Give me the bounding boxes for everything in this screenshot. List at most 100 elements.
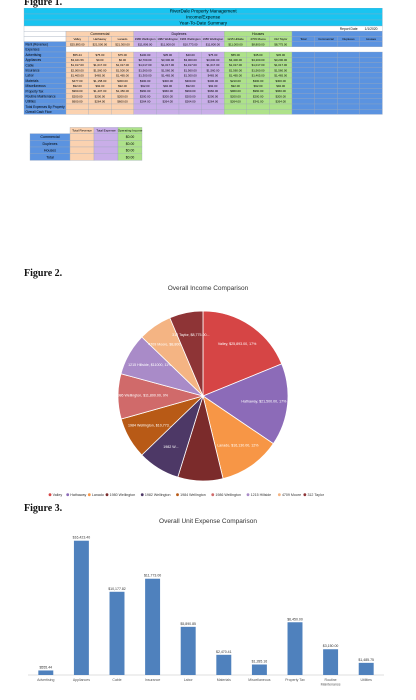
expense-row-value: $960.00 bbox=[72, 89, 83, 93]
legend-entry: 1982 Wellington bbox=[145, 493, 171, 497]
expense-row-value: $600.00 bbox=[72, 100, 83, 104]
summary-income-value: $0.00 bbox=[126, 142, 135, 146]
legend-marker bbox=[48, 493, 52, 497]
expense-row-cell bbox=[337, 62, 360, 68]
x-tick-label: Utilities bbox=[361, 678, 373, 682]
expense-row-value: $100.00 bbox=[140, 53, 151, 57]
expense-row-cell bbox=[291, 83, 315, 89]
bar bbox=[358, 662, 374, 675]
figure-1-label: Figure 1. bbox=[24, 0, 63, 8]
expense-row-value: $1,300.00 bbox=[184, 74, 197, 78]
expense-row-cell bbox=[337, 72, 360, 79]
column-header-label: Hathaway bbox=[93, 37, 106, 41]
expense-row-value: $1,017.00 bbox=[71, 63, 84, 67]
bar bbox=[109, 591, 125, 675]
expense-row-value: $92.00 bbox=[208, 84, 217, 88]
expense-row-cell bbox=[314, 98, 338, 105]
total-expense-row-cell bbox=[156, 103, 180, 110]
expense-row-label: Insurance bbox=[26, 69, 40, 73]
expense-row-value: $1,017.00 bbox=[116, 63, 129, 67]
figure-2-label: Figure 2. bbox=[24, 268, 63, 279]
rent-row-label: Rent (Revenue) bbox=[26, 43, 49, 47]
total-expense-row-cell bbox=[246, 103, 270, 110]
group-header-label: Duplexes bbox=[172, 32, 187, 36]
rent-row-value: $11,000.00 bbox=[228, 42, 243, 46]
expense-row-cell bbox=[314, 62, 338, 68]
legend-entry: Lanado bbox=[92, 493, 104, 497]
expense-row-value: $1,465.00 bbox=[229, 74, 242, 78]
expense-row-cell bbox=[359, 72, 383, 79]
x-tick-label: Property Tax bbox=[285, 678, 305, 682]
pie-data-label: 1984 Wellington, $10,773... bbox=[128, 423, 172, 427]
expense-row-value: $264.00 bbox=[185, 100, 196, 104]
report-date-row bbox=[23, 25, 383, 32]
summary-cell bbox=[69, 146, 95, 154]
rent-row-value: $21,500.00 bbox=[93, 42, 108, 46]
bar-data-label: $11,773.00 bbox=[144, 574, 161, 578]
expense-row-value: $300.00 bbox=[253, 79, 264, 83]
expense-row-value: $1,560.00 bbox=[252, 68, 265, 72]
expense-row-cell bbox=[291, 72, 315, 79]
summary-header-label: Operating Income bbox=[118, 129, 143, 133]
sheet-title-line: Income/Expense bbox=[186, 15, 221, 20]
sheet-title-line: Year-To-Date Summary bbox=[179, 21, 228, 26]
expense-row-cell bbox=[314, 93, 338, 99]
bar bbox=[323, 649, 339, 675]
expense-row-value: $1,560.00 bbox=[206, 68, 219, 72]
summary-spreadsheet: RiverDale Property ManagementIncome/Expe… bbox=[23, 8, 383, 161]
expense-row-value: $1,017.00 bbox=[229, 63, 242, 67]
expense-row-label: Cable bbox=[26, 63, 35, 67]
expense-row-value: $200.00 bbox=[95, 94, 106, 98]
expense-row-value: $1,300.00 bbox=[139, 74, 152, 78]
x-tick-label: Advertising bbox=[37, 678, 54, 682]
expense-row-value: $40.00 bbox=[186, 53, 195, 57]
summary-cell bbox=[93, 140, 119, 148]
summary-cell bbox=[69, 140, 95, 148]
summary-row-label: Houses bbox=[44, 149, 56, 153]
summary-income-value: $0.00 bbox=[126, 135, 135, 139]
expense-row-value: $0.00 bbox=[96, 58, 104, 62]
expense-row-value: $1,465.00 bbox=[161, 74, 174, 78]
expense-row-value: $92.00 bbox=[141, 84, 150, 88]
expense-row-value: $0.00 bbox=[119, 58, 127, 62]
summary-cell bbox=[117, 153, 143, 161]
summary-header-label: Total Expense bbox=[96, 129, 116, 133]
expense-row-label: Routine Maintenance bbox=[26, 95, 56, 99]
x-tick-label: Insurance bbox=[145, 678, 160, 682]
total-expense-row-cell bbox=[314, 103, 338, 110]
bar bbox=[180, 626, 196, 675]
expense-row-value: $960.00 bbox=[208, 89, 219, 93]
pie-data-label: Lanado, $16,130.00, 12% bbox=[217, 443, 259, 447]
x-tick-label: Miscellaneous bbox=[248, 678, 270, 682]
summary-income-value: $0.00 bbox=[126, 149, 135, 153]
expense-row-value: $1,465.00 bbox=[274, 74, 287, 78]
expense-row-value: $200.00 bbox=[185, 94, 196, 98]
expense-row-value: $200.00 bbox=[117, 94, 128, 98]
expense-row-value: $210.00 bbox=[230, 79, 241, 83]
expense-row-value: $960.00 bbox=[140, 89, 151, 93]
column-header-blank bbox=[23, 36, 67, 42]
rent-row-cell bbox=[337, 41, 360, 47]
legend-marker bbox=[277, 493, 281, 497]
rent-row-value: $8,800.00 bbox=[252, 42, 265, 46]
total-expense-row-cell bbox=[359, 103, 383, 110]
expense-row-value: $200.00 bbox=[230, 94, 241, 98]
expense-row-cell bbox=[359, 77, 383, 84]
expense-row-cell bbox=[359, 88, 383, 94]
x-tick-label: Labor bbox=[184, 678, 194, 682]
total-expense-row-label: Total Expenses By Property bbox=[26, 105, 66, 109]
expense-row-value: $264.00 bbox=[208, 100, 219, 104]
expense-row-value: $35.00 bbox=[163, 53, 172, 57]
expense-row-cell bbox=[291, 88, 315, 94]
bar bbox=[145, 578, 161, 675]
summary-cell bbox=[69, 133, 95, 141]
expense-row-value: $300.00 bbox=[140, 79, 151, 83]
rent-row-value: $21,300.00 bbox=[115, 42, 130, 46]
legend-entry: 1980 Wellington bbox=[110, 493, 136, 497]
expense-row-value: $1,560.00 bbox=[93, 68, 106, 72]
total-expense-row-cell bbox=[65, 103, 89, 110]
summary-row-label: Duplexes bbox=[43, 142, 58, 146]
expense-row-value: $960.00 bbox=[253, 89, 264, 93]
figure-3-label: Figure 3. bbox=[24, 503, 63, 514]
legend-marker bbox=[303, 493, 307, 497]
